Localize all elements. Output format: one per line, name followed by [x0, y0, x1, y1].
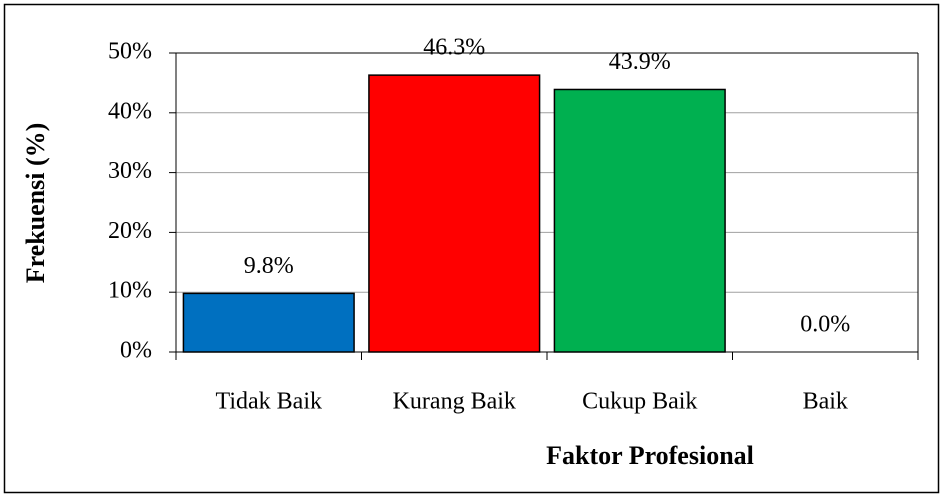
y-tick-label: 40%: [108, 98, 152, 124]
bar: [182, 292, 355, 353]
data-label: 46.3%: [423, 35, 485, 61]
bar: [553, 88, 726, 353]
x-tick-label: Tidak Baik: [216, 389, 322, 415]
bar: [368, 74, 541, 353]
y-tick-label: 50%: [108, 39, 152, 65]
y-tick-label: 10%: [108, 278, 152, 304]
x-tick-label: Cukup Baik: [582, 389, 697, 415]
x-tick-label: Kurang Baik: [393, 389, 516, 415]
data-label: 43.9%: [609, 49, 671, 75]
y-tick-label: 30%: [108, 158, 152, 184]
x-tick-label: Baik: [803, 389, 848, 415]
y-tick-label: 20%: [108, 218, 152, 244]
data-label: 0.0%: [800, 312, 850, 338]
x-axis-label: Faktor Profesional: [546, 441, 754, 470]
y-tick-label: 0%: [120, 338, 152, 364]
data-label: 9.8%: [244, 253, 294, 279]
y-axis-label: Frekuensi (%): [21, 123, 50, 284]
